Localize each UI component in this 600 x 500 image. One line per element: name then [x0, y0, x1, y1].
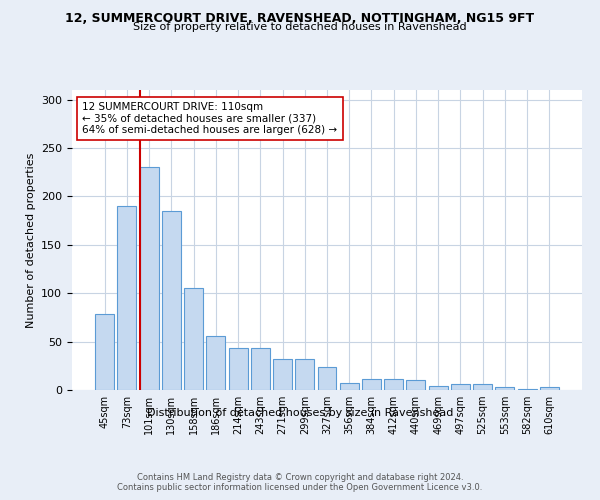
Bar: [406, 380, 425, 390]
Text: 12, SUMMERCOURT DRIVE, RAVENSHEAD, NOTTINGHAM, NG15 9FT: 12, SUMMERCOURT DRIVE, RAVENSHEAD, NOTTI…: [65, 12, 535, 26]
Bar: [496, 387, 514, 390]
Bar: [451, 384, 470, 390]
Bar: [95, 314, 114, 390]
Bar: [206, 336, 225, 390]
Bar: [118, 206, 136, 390]
Text: 12 SUMMERCOURT DRIVE: 110sqm
← 35% of detached houses are smaller (337)
64% of s: 12 SUMMERCOURT DRIVE: 110sqm ← 35% of de…: [82, 102, 337, 135]
Text: Distribution of detached houses by size in Ravenshead: Distribution of detached houses by size …: [147, 408, 453, 418]
Bar: [429, 386, 448, 390]
Bar: [229, 348, 248, 390]
Bar: [384, 380, 403, 390]
Bar: [295, 359, 314, 390]
Bar: [518, 389, 536, 390]
Text: Size of property relative to detached houses in Ravenshead: Size of property relative to detached ho…: [133, 22, 467, 32]
Bar: [251, 348, 270, 390]
Bar: [140, 168, 158, 390]
Bar: [273, 359, 292, 390]
Y-axis label: Number of detached properties: Number of detached properties: [26, 152, 35, 328]
Bar: [473, 384, 492, 390]
Bar: [340, 383, 359, 390]
Bar: [184, 288, 203, 390]
Text: Contains public sector information licensed under the Open Government Licence v3: Contains public sector information licen…: [118, 484, 482, 492]
Text: Contains HM Land Registry data © Crown copyright and database right 2024.: Contains HM Land Registry data © Crown c…: [137, 472, 463, 482]
Bar: [317, 367, 337, 390]
Bar: [540, 387, 559, 390]
Bar: [362, 380, 381, 390]
Bar: [162, 211, 181, 390]
